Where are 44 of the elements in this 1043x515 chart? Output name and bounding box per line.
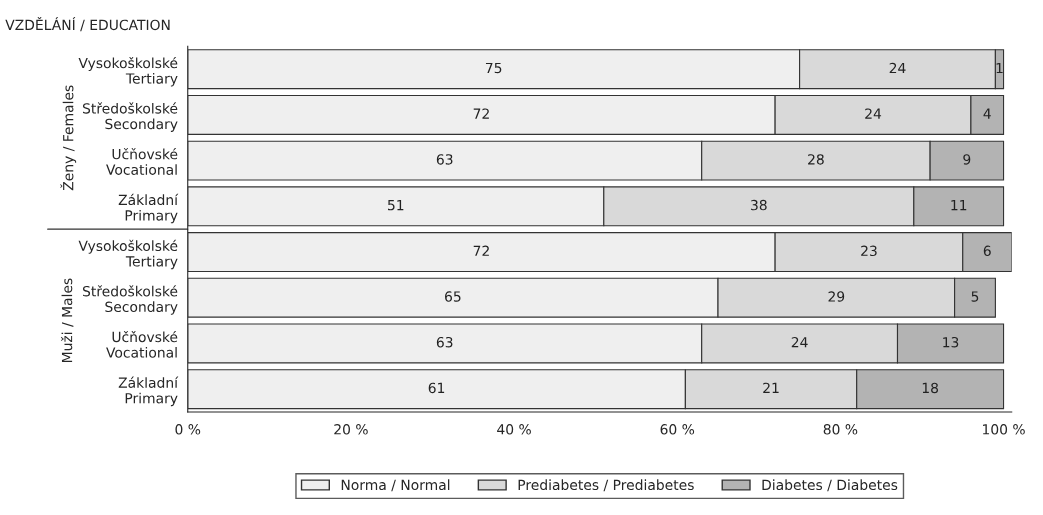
y-tick-label: Učňovské Vocational bbox=[106, 330, 178, 358]
chart-title: VZDĚLÁNÍ / EDUCATION bbox=[5, 17, 170, 32]
data-label: 18 bbox=[922, 382, 939, 394]
data-label: 11 bbox=[951, 200, 967, 211]
data-label: 23 bbox=[861, 245, 877, 257]
data-label: 5 bbox=[971, 291, 979, 302]
data-label: 65 bbox=[445, 291, 461, 302]
y-tick-label: Základní Primary bbox=[118, 193, 179, 224]
y-tick-label: Středoškolské Secondary bbox=[82, 285, 178, 315]
x-tick-label: 20 % bbox=[334, 424, 368, 435]
y-tick-label: Vysokoškolské Tertiary bbox=[78, 239, 178, 270]
data-label: 9 bbox=[963, 154, 971, 165]
data-label: 24 bbox=[865, 108, 882, 119]
text: Ženy / Females bbox=[60, 85, 77, 191]
data-label: 1 bbox=[996, 62, 1003, 74]
y-tick-label: Středoškolské Secondary bbox=[82, 102, 178, 132]
data-label: 28 bbox=[808, 154, 824, 165]
data-label: 13 bbox=[943, 336, 959, 348]
x-tick-label: 80 % bbox=[823, 424, 858, 435]
data-label: 51 bbox=[388, 200, 404, 211]
legend-label: Norma / Normal bbox=[341, 479, 450, 492]
x-tick-label: 100 % bbox=[983, 424, 1025, 435]
legend-label: Diabetes / Diabetes bbox=[762, 479, 898, 492]
legend-label: Prediabetes / Prediabetes bbox=[518, 479, 694, 492]
data-label: 63 bbox=[436, 154, 453, 165]
y-tick-label: Základní Primary bbox=[118, 376, 179, 407]
data-label: 61 bbox=[428, 382, 445, 394]
data-label: 6 bbox=[983, 245, 991, 257]
data-label: 72 bbox=[473, 245, 489, 256]
y-tick-label: Vysokoškolské Tertiary bbox=[78, 56, 178, 87]
data-label: 24 bbox=[889, 62, 906, 74]
data-label: 4 bbox=[983, 108, 991, 119]
x-tick-label: 60 % bbox=[660, 424, 695, 435]
data-label: 63 bbox=[436, 336, 453, 348]
x-tick-label: 0 % bbox=[175, 424, 201, 435]
data-label: 38 bbox=[751, 199, 767, 211]
data-label: 29 bbox=[828, 291, 845, 302]
x-tick-label: 40 % bbox=[497, 424, 531, 435]
data-label: 72 bbox=[473, 108, 489, 119]
data-label: 24 bbox=[791, 336, 808, 348]
data-label: 75 bbox=[485, 62, 502, 74]
data-label: 21 bbox=[763, 382, 779, 393]
y-tick-label: Učňovské Vocational bbox=[106, 148, 178, 175]
text: Muži / Males bbox=[60, 278, 74, 363]
